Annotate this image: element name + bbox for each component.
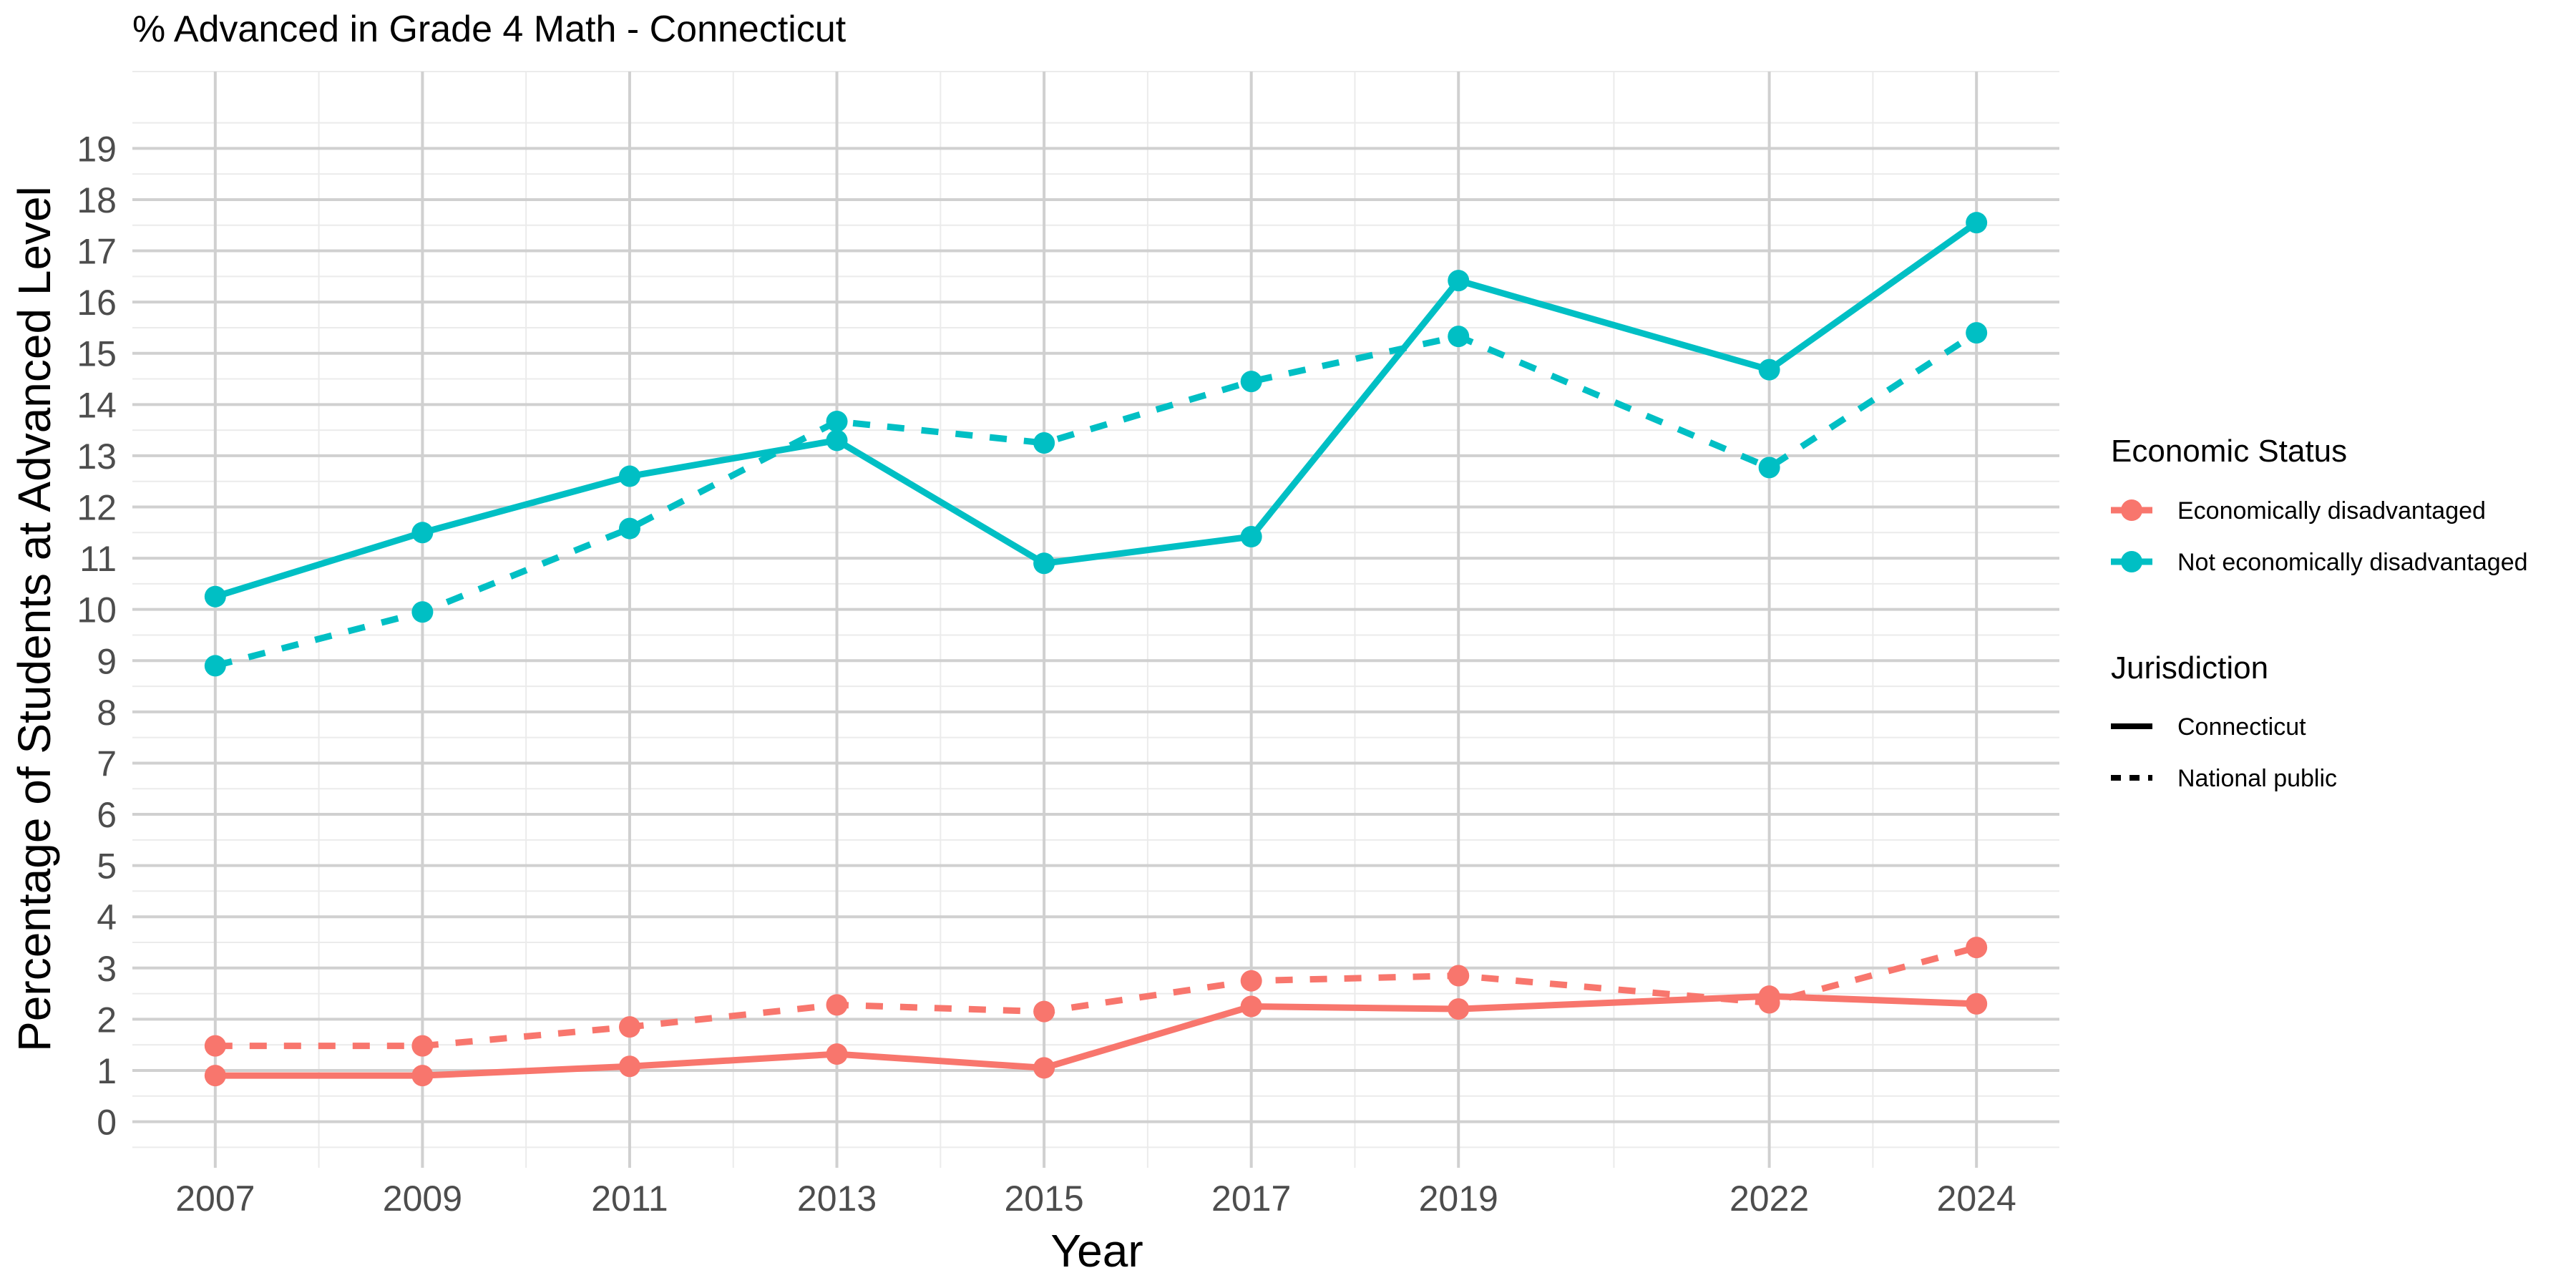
y-tick-label: 1 bbox=[97, 1051, 117, 1091]
legend-label: Not economically disadvantaged bbox=[2177, 549, 2528, 576]
y-tick-label: 6 bbox=[97, 795, 117, 835]
legend-title: Economic Status bbox=[2111, 434, 2347, 469]
data-point bbox=[1240, 995, 1262, 1018]
x-tick-label: 2022 bbox=[1729, 1179, 1809, 1219]
data-point bbox=[1033, 552, 1055, 575]
series-line bbox=[214, 330, 1979, 669]
legend: Economic Status Economically disadvantage… bbox=[2111, 434, 2528, 792]
y-tick-label: 5 bbox=[97, 847, 117, 887]
data-point bbox=[826, 429, 848, 452]
data-point bbox=[1758, 457, 1780, 479]
data-point bbox=[204, 655, 226, 677]
data-point bbox=[411, 522, 434, 544]
series-line bbox=[215, 992, 1977, 1079]
legend-key-point bbox=[2121, 499, 2142, 521]
y-tick-label: 3 bbox=[97, 949, 117, 989]
x-tick-label: 2017 bbox=[1211, 1179, 1291, 1219]
data-point bbox=[1758, 992, 1780, 1014]
data-point bbox=[826, 410, 848, 432]
data-point bbox=[1240, 970, 1262, 992]
y-tick-label: 2 bbox=[97, 1000, 117, 1040]
data-point bbox=[204, 585, 226, 608]
data-point bbox=[1448, 965, 1470, 987]
y-tick-label: 16 bbox=[77, 283, 117, 323]
series-line bbox=[214, 220, 1979, 600]
data-point bbox=[618, 517, 640, 540]
y-tick-label: 18 bbox=[77, 180, 117, 220]
data-point bbox=[1240, 371, 1262, 393]
x-tick-label: 2019 bbox=[1419, 1179, 1498, 1219]
data-point bbox=[1033, 1057, 1055, 1079]
legend-label: Economically disadvantaged bbox=[2177, 497, 2486, 525]
data-point bbox=[1033, 432, 1055, 454]
data-point bbox=[1033, 1000, 1055, 1023]
data-point bbox=[1966, 937, 1988, 959]
data-point bbox=[618, 1016, 640, 1038]
legend-label: National public bbox=[2177, 765, 2337, 792]
y-axis-title: Percentage of Students at Advanced Level bbox=[9, 186, 60, 1052]
chart-title: % Advanced in Grade 4 Math - Connecticut bbox=[132, 9, 847, 50]
x-tick-label: 2011 bbox=[591, 1179, 668, 1219]
series-points bbox=[204, 212, 1988, 1087]
grid bbox=[132, 71, 2059, 1168]
y-tick-label: 14 bbox=[77, 385, 117, 425]
y-tick-label: 4 bbox=[97, 897, 117, 937]
data-point bbox=[1448, 998, 1470, 1020]
data-point bbox=[1448, 270, 1470, 292]
data-point bbox=[204, 1035, 226, 1057]
data-point bbox=[1240, 526, 1262, 548]
y-tick-label: 11 bbox=[79, 539, 117, 579]
data-point bbox=[411, 1035, 434, 1057]
data-point bbox=[826, 994, 848, 1016]
x-tick-label: 2024 bbox=[1937, 1179, 2016, 1219]
data-point bbox=[1966, 322, 1988, 344]
data-point bbox=[618, 465, 640, 487]
data-point bbox=[1966, 992, 1988, 1015]
data-point bbox=[1758, 358, 1780, 381]
y-tick-label: 15 bbox=[77, 334, 117, 374]
x-tick-label: 2013 bbox=[797, 1179, 877, 1219]
data-point bbox=[411, 1065, 434, 1087]
y-tick-label: 12 bbox=[77, 488, 117, 528]
x-tick-label: 2015 bbox=[1004, 1179, 1083, 1219]
y-tick-label: 8 bbox=[97, 693, 117, 733]
x-tick-label: 2007 bbox=[175, 1179, 255, 1219]
y-tick-label: 19 bbox=[77, 129, 117, 169]
y-tick-label: 13 bbox=[77, 436, 117, 477]
x-axis-title: Year bbox=[1050, 1225, 1143, 1277]
x-tick-label: 2009 bbox=[383, 1179, 462, 1219]
data-point bbox=[618, 1055, 640, 1078]
legend-label: Connecticut bbox=[2177, 713, 2306, 741]
data-point bbox=[204, 1065, 226, 1087]
data-point bbox=[1448, 326, 1470, 348]
y-tick-label: 10 bbox=[77, 590, 117, 630]
y-tick-label: 7 bbox=[97, 743, 117, 784]
x-axis-ticks: 2007 2009 2011 2013 2015 2017 2019 2022 2024 bbox=[175, 1179, 2016, 1219]
y-tick-label: 17 bbox=[77, 232, 117, 272]
legend-title: Jurisdiction bbox=[2111, 650, 2268, 686]
data-point bbox=[826, 1043, 848, 1065]
data-point bbox=[411, 601, 434, 623]
legend-key-point bbox=[2121, 551, 2142, 572]
y-tick-label: 9 bbox=[97, 641, 117, 681]
data-point bbox=[1966, 212, 1988, 234]
y-tick-label: 0 bbox=[97, 1103, 117, 1143]
series-lines bbox=[214, 220, 1979, 1079]
